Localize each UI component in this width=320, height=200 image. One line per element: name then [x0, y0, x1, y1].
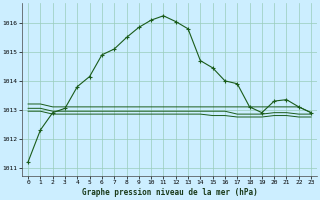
X-axis label: Graphe pression niveau de la mer (hPa): Graphe pression niveau de la mer (hPa): [82, 188, 258, 197]
